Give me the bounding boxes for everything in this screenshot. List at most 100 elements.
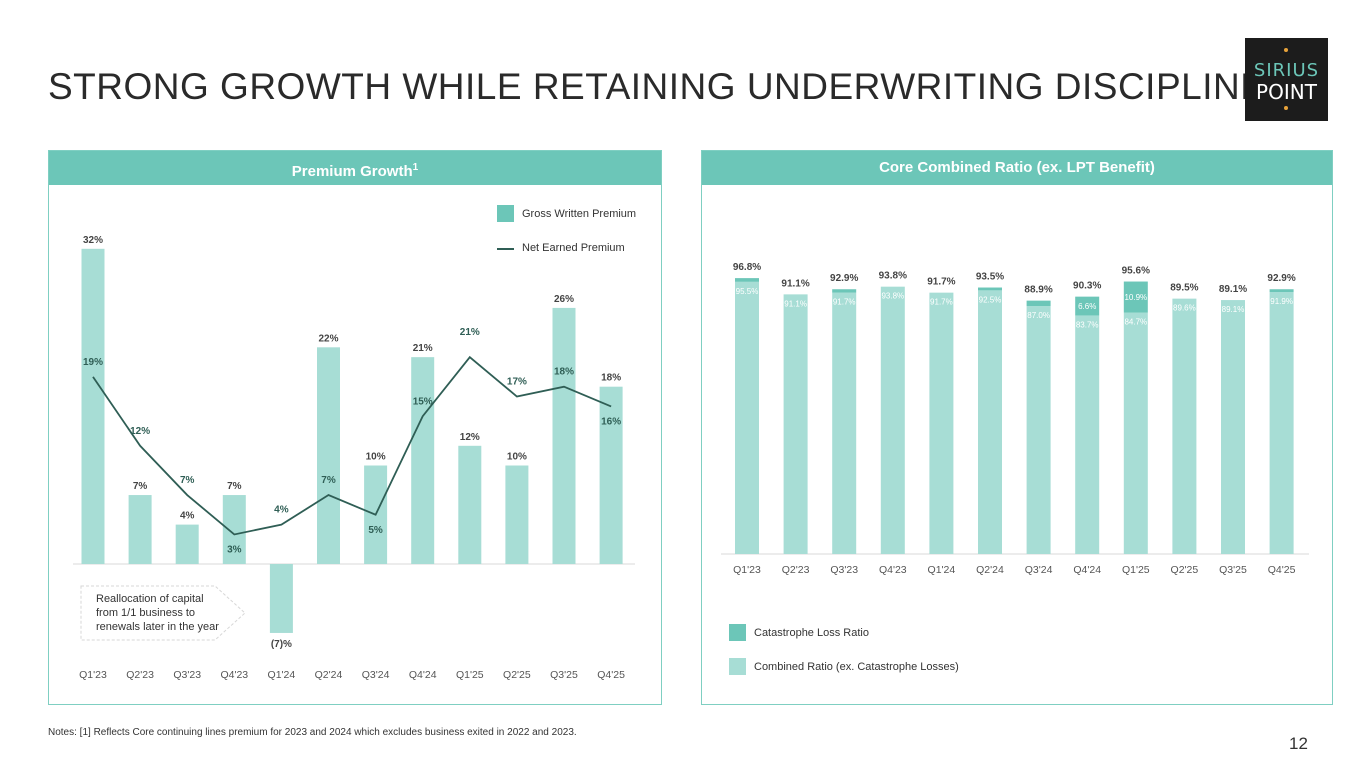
x-tick-8: Q1'25 [1122,564,1150,576]
gwp-label-0: 32% [83,235,103,246]
x-tick-7: Q4'24 [1073,564,1101,576]
gwp-bar-4 [269,564,293,633]
x-tick-5: Q2'24 [976,564,1004,576]
combined-value-3: 93.8% [881,292,904,301]
page-title: STRONG GROWTH WHILE RETAINING UNDERWRITI… [48,66,1266,107]
gwp-label-6: 10% [366,452,386,463]
nep-line [92,355,612,536]
gwp-bar-5 [317,347,340,564]
combined-bar-0 [735,281,759,554]
logo-dot-top [1284,48,1288,52]
x-tick-3: Q4'23 [220,669,248,681]
gwp-label-8: 12% [460,432,480,443]
total-label-6: 88.9% [1024,285,1052,296]
x-tick-10: Q3'25 [550,669,578,681]
gwp-label-5: 22% [318,333,338,344]
x-tick-2: Q3'23 [173,669,201,681]
combined-bar-4 [929,292,954,554]
logo-line1: SIRIUS [1253,60,1320,81]
cat-bar-8 [1123,281,1148,313]
legend-nep-label: Net Earned Premium [522,242,625,254]
legend-cat-swatch [729,624,746,641]
cat-bar-5 [978,287,1002,291]
nep-label-4: 4% [274,505,289,516]
total-label-8: 95.6% [1122,266,1150,277]
legend-cat-label: Catastrophe Loss Ratio [754,627,869,639]
gwp-bar-8 [458,445,482,564]
x-tick-0: Q1'23 [733,564,761,576]
premium-growth-footnote-marker: 1 [412,162,419,173]
total-label-10: 89.1% [1219,284,1247,295]
gwp-label-4: (7)% [271,639,292,650]
combined-bar-8 [1123,312,1148,554]
nep-label-0: 19% [83,357,103,368]
callout-line-3: renewals later in the year [96,621,219,633]
combined-ratio-heading: Core Combined Ratio (ex. LPT Benefit) [702,151,1332,185]
nep-label-3: 3% [227,544,242,555]
logo-dot-bottom [1284,106,1288,110]
cat-value-8: 10.9% [1124,293,1147,302]
company-logo: SIRIUS POINT [1245,38,1328,121]
gwp-label-1: 7% [133,481,148,492]
x-tick-3: Q4'23 [879,564,907,576]
legend-gwp-label: Gross Written Premium [522,208,637,220]
page-number: 12 [1289,734,1308,753]
nep-label-10: 18% [554,367,574,378]
x-tick-6: Q3'24 [1025,564,1053,576]
combined-bar-3 [880,286,905,554]
cat-bar-2 [832,289,857,293]
x-tick-2: Q3'23 [830,564,858,576]
combined-value-0: 95.5% [736,287,759,296]
legend-combined-label: Combined Ratio (ex. Catastrophe Losses) [754,661,959,673]
capital-reallocation-callout: Reallocation of capital from 1/1 busines… [96,592,219,634]
x-tick-8: Q1'25 [456,669,484,681]
callout-line-2: from 1/1 business to [96,607,196,619]
x-tick-11: Q4'25 [597,669,625,681]
x-tick-1: Q2'23 [126,669,154,681]
total-label-4: 91.7% [927,277,955,288]
x-tick-9: Q2'25 [1171,564,1199,576]
total-label-9: 89.5% [1170,283,1198,294]
x-tick-7: Q4'24 [409,669,437,681]
gwp-bar-7 [411,357,435,564]
nep-label-6: 5% [368,525,383,536]
combined-value-2: 91.7% [833,298,856,307]
gwp-label-7: 21% [413,343,433,354]
combined-bar-7 [1075,315,1100,554]
combined-bar-6 [1026,306,1051,554]
nep-label-8: 21% [460,327,480,338]
combined-bar-11 [1269,292,1294,554]
gwp-label-10: 26% [554,294,574,305]
combined-bar-5 [978,290,1002,554]
combined-value-11: 91.9% [1270,297,1293,306]
combined-value-4: 91.7% [930,298,953,307]
total-label-11: 92.9% [1267,273,1295,284]
x-tick-1: Q2'23 [782,564,810,576]
x-tick-4: Q1'24 [268,669,296,681]
gwp-label-2: 4% [180,511,195,522]
total-label-1: 91.1% [781,278,809,289]
cat-bar-6 [1026,300,1051,307]
callout-line-1: Reallocation of capital [96,593,204,605]
cat-bar-11 [1269,289,1294,293]
callout-arrow-shape [80,585,246,641]
x-tick-11: Q4'25 [1268,564,1296,576]
combined-value-10: 89.1% [1222,305,1245,314]
logo-line2: POINT [1256,80,1317,104]
combined-bar-1 [783,294,808,554]
gwp-bar-1 [128,495,152,564]
cat-bar-7 [1075,296,1100,316]
gwp-bar-10 [552,307,576,564]
legend-nep-line [497,248,514,250]
nep-label-1: 12% [130,426,150,437]
cat-value-7: 6.6% [1078,302,1096,311]
nep-label-9: 17% [507,377,527,388]
gwp-bar-0 [81,248,105,565]
combined-value-8: 84.7% [1124,318,1147,327]
combined-value-7: 83.7% [1076,320,1099,329]
x-tick-9: Q2'25 [503,669,531,681]
legend-gwp-swatch [497,205,514,222]
gwp-bar-2 [175,524,199,564]
combined-value-1: 91.1% [784,299,807,308]
combined-value-9: 89.6% [1173,304,1196,313]
